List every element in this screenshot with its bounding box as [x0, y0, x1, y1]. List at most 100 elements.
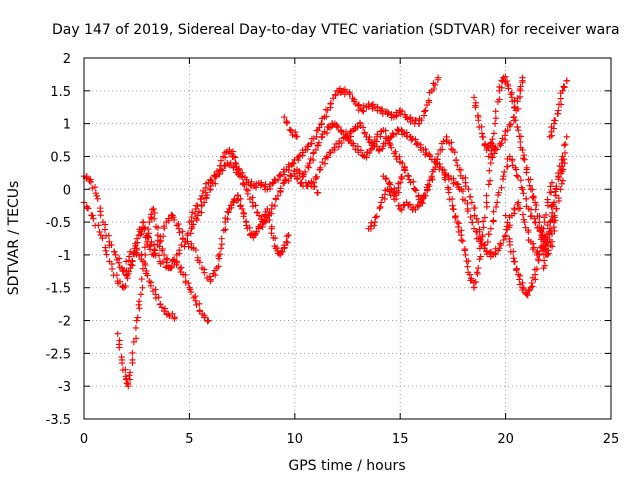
- data-point: [531, 199, 539, 206]
- data-point: [548, 238, 556, 245]
- data-point: [91, 184, 99, 191]
- data-point: [159, 232, 167, 240]
- data-point: [431, 81, 439, 89]
- data-point: [258, 215, 265, 223]
- data-point: [247, 181, 254, 189]
- data-point: [448, 145, 455, 153]
- data-point: [314, 142, 322, 150]
- data-point: [196, 259, 203, 266]
- data-point: [432, 159, 440, 167]
- data-point: [332, 92, 339, 99]
- data-point: [516, 205, 524, 212]
- data-point: [555, 107, 562, 114]
- data-point: [272, 177, 279, 185]
- data-point: [557, 95, 564, 102]
- data-point: [144, 233, 152, 240]
- data-point: [215, 263, 222, 270]
- data-point: [398, 108, 406, 115]
- data-point: [289, 131, 296, 139]
- data-point: [382, 175, 389, 183]
- data-point: [507, 121, 514, 128]
- data-point: [127, 248, 134, 255]
- data-point: [365, 149, 373, 157]
- data-point: [559, 153, 566, 160]
- data-point: [529, 194, 536, 201]
- data-point: [559, 166, 567, 173]
- data-point: [418, 196, 426, 204]
- data-point: [563, 77, 570, 85]
- data-point: [170, 216, 178, 224]
- data-point: [368, 219, 375, 227]
- data-point: [521, 156, 528, 163]
- data-point: [283, 238, 290, 245]
- data-point: [443, 136, 450, 144]
- data-point: [271, 176, 278, 183]
- data-point: [134, 239, 141, 246]
- data-point: [126, 372, 133, 379]
- data-point: [171, 314, 178, 321]
- data-point: [231, 154, 239, 161]
- data-point: [517, 83, 524, 90]
- data-point: [196, 300, 203, 308]
- data-point: [479, 232, 486, 239]
- data-point: [122, 282, 129, 290]
- data-point: [454, 181, 462, 188]
- data-point: [458, 236, 465, 244]
- data-point: [285, 232, 292, 239]
- data-point: [529, 240, 537, 247]
- data-point: [207, 276, 214, 283]
- data-point: [397, 179, 404, 186]
- data-point: [406, 201, 414, 208]
- data-point: [378, 105, 386, 113]
- data-point: [439, 146, 446, 153]
- data-point: [413, 140, 421, 147]
- data-point: [476, 228, 483, 235]
- data-point: [324, 154, 332, 161]
- data-point: [490, 208, 497, 215]
- data-point: [188, 213, 195, 221]
- data-point: [496, 240, 504, 247]
- data-point: [439, 166, 446, 173]
- data-point: [217, 166, 225, 173]
- data-point: [211, 172, 219, 179]
- data-point: [520, 284, 528, 292]
- data-point: [492, 108, 499, 115]
- y-tick-label: 1: [63, 118, 71, 133]
- data-point: [464, 207, 472, 215]
- data-point: [434, 150, 442, 158]
- data-point: [428, 172, 436, 180]
- data-point: [163, 256, 170, 264]
- data-point: [386, 181, 394, 188]
- data-point: [158, 247, 166, 254]
- data-point: [481, 214, 489, 221]
- data-point: [167, 264, 174, 271]
- data-point: [90, 215, 97, 222]
- data-point: [547, 183, 554, 190]
- data-point: [410, 178, 417, 186]
- y-tick-label: 0.5: [50, 150, 71, 165]
- data-point: [159, 258, 167, 266]
- data-point: [468, 199, 476, 206]
- data-point: [510, 248, 517, 255]
- data-point: [116, 278, 124, 285]
- data-point: [514, 105, 522, 113]
- data-point: [466, 193, 474, 200]
- data-point: [161, 307, 169, 315]
- data-point: [292, 128, 299, 136]
- data-point: [518, 184, 525, 191]
- data-point: [305, 164, 312, 171]
- data-points: [80, 73, 570, 390]
- data-point: [504, 163, 511, 170]
- data-point: [495, 189, 502, 196]
- data-point: [138, 275, 145, 283]
- data-point: [422, 192, 429, 200]
- data-point: [233, 197, 241, 204]
- data-point: [103, 251, 110, 258]
- data-point: [192, 246, 200, 254]
- data-point: [155, 294, 162, 301]
- data-point: [492, 114, 500, 122]
- data-point: [114, 330, 121, 337]
- data-point: [285, 177, 292, 185]
- data-point: [459, 237, 466, 245]
- data-point: [547, 189, 555, 196]
